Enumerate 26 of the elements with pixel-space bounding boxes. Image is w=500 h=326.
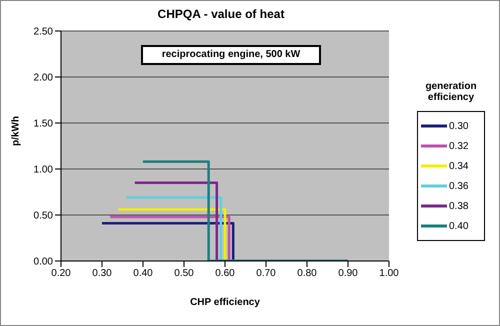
y-tick-label: 2.50 [34, 26, 54, 38]
y-tick-label: 2.00 [34, 72, 54, 84]
y-tick-label: 0.00 [34, 256, 54, 268]
y-tick-label: 1.00 [34, 164, 54, 176]
x-tick-label: 0.50 [174, 268, 194, 280]
x-tick-label: 0.70 [256, 268, 276, 280]
y-axis-title: p/kWh [10, 116, 22, 146]
y-tick-label: 0.50 [34, 210, 54, 222]
x-tick-label: 0.90 [338, 268, 358, 280]
x-tick-label: 0.60 [215, 268, 236, 280]
legend-label: 0.34 [449, 160, 468, 172]
x-tick-label: 0.40 [133, 268, 154, 280]
legend-title: generation efficiency [424, 81, 478, 103]
legend-label: 0.32 [449, 140, 468, 152]
x-tick-label: 1.00 [379, 268, 400, 280]
legend-label: 0.38 [449, 200, 468, 212]
annotation: reciprocating engine, 500 kW [160, 49, 302, 60]
x-tick-label: 0.80 [297, 268, 318, 280]
legend-label: 0.30 [449, 120, 468, 132]
x-tick-label: 0.30 [92, 268, 112, 280]
x-axis-title: CHP efficiency [190, 297, 260, 308]
x-tick-label: 0.20 [51, 268, 72, 280]
legend-label: 0.36 [449, 180, 468, 192]
chart-title: CHPQA - value of heat [156, 7, 286, 21]
y-tick-label: 1.50 [34, 118, 54, 130]
legend-label: 0.40 [449, 220, 468, 232]
